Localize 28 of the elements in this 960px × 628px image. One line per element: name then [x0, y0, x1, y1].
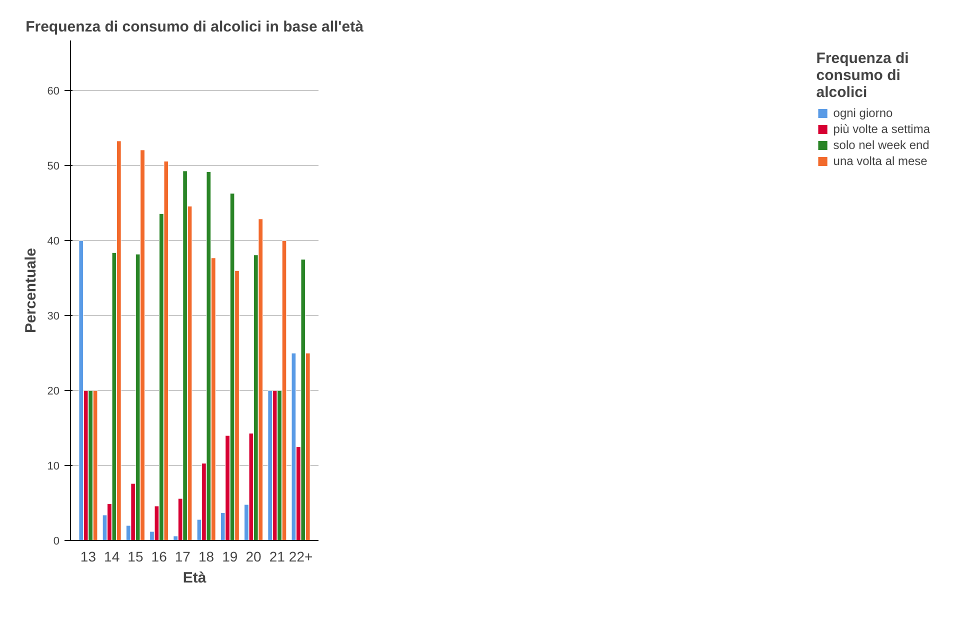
legend-label: più volte a settima	[833, 122, 930, 136]
x-axis-title: Età	[182, 570, 207, 586]
y-tick-label: 60	[47, 86, 60, 98]
x-tick-label: 22+	[288, 548, 313, 564]
chart-title: Frequenza di consumo di alcolici in base all'età	[26, 18, 364, 36]
bar	[268, 390, 273, 540]
x-tick-label: 14	[104, 548, 120, 564]
legend-title: Frequenza di consumo di alcolici	[816, 50, 910, 101]
bar	[78, 240, 84, 540]
legend-label: ogni giorno	[833, 106, 893, 120]
y-tick-label: 40	[47, 236, 60, 248]
x-tick-label: 13	[80, 548, 96, 564]
y-tick-label: 0	[53, 536, 60, 548]
y-tick-label: 10	[47, 460, 60, 473]
y-tick-label: 20	[47, 386, 60, 398]
x-tick-label: 17	[174, 548, 191, 564]
x-tick-label: 19	[222, 548, 238, 564]
y-axis-title: Percentuale	[22, 248, 40, 334]
x-tick-label: 18	[198, 548, 214, 564]
x-tick-label: 15	[128, 548, 144, 564]
y-tick-label: 50	[47, 160, 60, 173]
legend-label: solo nel week end	[833, 138, 930, 152]
bar	[291, 352, 296, 540]
y-tick-label: 30	[47, 310, 60, 323]
x-tick-label: 21	[269, 548, 286, 564]
legend-label: una volta al mese	[833, 154, 928, 168]
x-tick-label: 20	[246, 548, 262, 564]
x-tick-label: 16	[151, 548, 168, 564]
